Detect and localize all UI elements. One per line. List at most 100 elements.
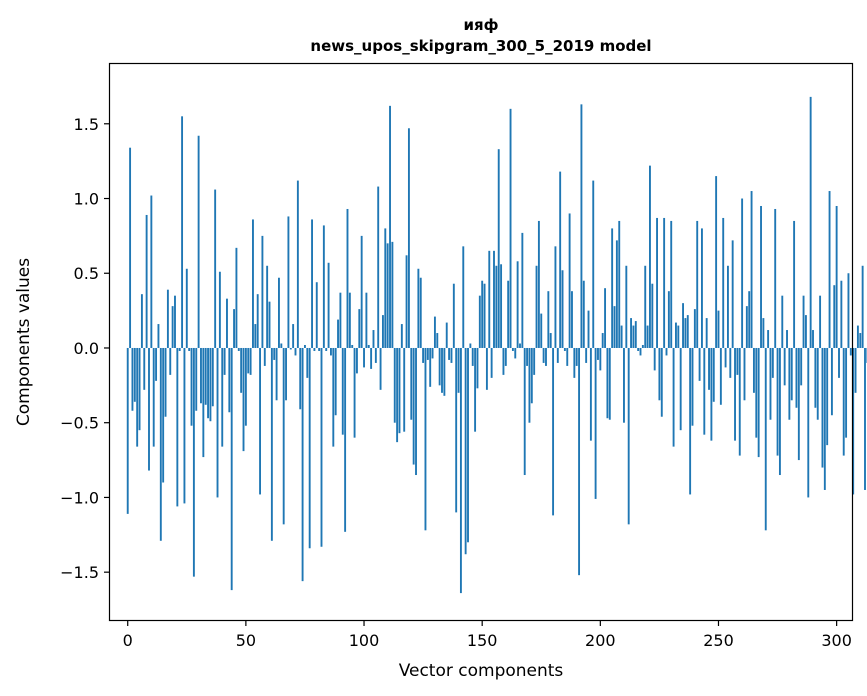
bar-127: [426, 347, 429, 360]
bar-67: [285, 347, 287, 401]
bar-147: [474, 347, 477, 432]
bar-109: [384, 228, 387, 348]
x-tick-label: 300: [821, 631, 852, 650]
bar-274: [774, 208, 777, 348]
bar-59: [266, 265, 269, 348]
bar-28: [192, 347, 195, 577]
bar-302: [840, 280, 843, 348]
bar-258: [736, 347, 739, 375]
bar-204: [608, 347, 611, 420]
bar-44: [230, 347, 233, 591]
bar-70: [292, 324, 295, 348]
bar-6: [140, 294, 143, 348]
bar-220: [646, 325, 649, 348]
bar-234: [679, 347, 682, 431]
x-axis-label: Vector components: [399, 661, 564, 681]
bar-33: [204, 347, 207, 405]
bar-237: [686, 315, 689, 348]
bar-216: [637, 347, 640, 351]
bar-242: [698, 347, 701, 381]
bar-146: [471, 347, 474, 366]
y-tick-label: 1.5: [74, 115, 99, 134]
bar-300: [835, 205, 838, 348]
bar-141: [459, 347, 462, 594]
bar-186: [566, 347, 569, 366]
bar-131: [436, 333, 439, 348]
bar-120: [410, 347, 413, 420]
bar-179: [549, 333, 552, 348]
bar-145: [469, 343, 472, 348]
bar-309: [856, 325, 859, 348]
x-tick-label: 150: [467, 631, 498, 650]
bar-31: [200, 347, 202, 404]
bar-26: [188, 347, 191, 351]
bar-8: [145, 214, 148, 348]
bar-130: [433, 316, 436, 348]
bar-42: [226, 298, 228, 348]
bar-165: [516, 261, 519, 348]
bar-252: [722, 217, 725, 348]
bar-217: [639, 347, 642, 356]
bar-69: [289, 347, 292, 350]
bar-271: [767, 330, 770, 348]
bar-312: [864, 347, 866, 490]
bar-121: [412, 347, 415, 465]
bar-180: [552, 347, 555, 516]
bar-76: [306, 347, 309, 378]
bar-181: [554, 246, 557, 348]
bar-0: [126, 347, 129, 514]
bar-68: [287, 216, 290, 348]
bar-52: [249, 347, 252, 375]
bar-134: [443, 347, 446, 396]
bar-100: [363, 347, 365, 368]
bar-58: [263, 347, 266, 366]
bar-178: [547, 291, 550, 348]
bar-92: [344, 347, 347, 532]
bar-89: [337, 319, 339, 348]
bar-126: [424, 347, 427, 531]
bar-191: [578, 347, 581, 576]
bar-292: [816, 347, 819, 420]
bar-284: [797, 347, 800, 461]
bar-306: [849, 347, 852, 356]
bar-111: [389, 105, 391, 348]
y-axis-label: Components values: [14, 258, 34, 426]
bar-62: [273, 347, 276, 360]
bar-94: [348, 292, 351, 348]
bar-170: [528, 347, 531, 423]
bar-184: [561, 270, 564, 348]
bar-39: [218, 271, 221, 348]
bar-287: [804, 315, 807, 348]
bar-277: [781, 295, 784, 348]
bar-140: [457, 347, 460, 393]
bar-149: [478, 295, 481, 348]
bar-77: [308, 347, 311, 549]
bar-311: [861, 265, 864, 348]
bar-128: [429, 347, 432, 387]
y-tick-label: 1.0: [74, 190, 99, 209]
bar-55: [256, 294, 259, 348]
bar-253: [724, 347, 727, 368]
bar-37: [214, 189, 217, 348]
bar-7: [143, 347, 146, 390]
bar-187: [568, 213, 571, 348]
bar-310: [859, 333, 862, 348]
bar-299: [833, 285, 836, 348]
bar-247: [710, 347, 713, 441]
bar-74: [301, 347, 304, 582]
bar-41: [223, 347, 226, 375]
bar-176: [542, 347, 545, 363]
bar-232: [675, 322, 677, 348]
bar-156: [495, 265, 498, 348]
bar-98: [358, 309, 361, 348]
bar-81: [318, 347, 321, 351]
bar-132: [438, 347, 441, 386]
bar-211: [625, 265, 628, 348]
bar-241: [696, 220, 699, 348]
x-tick-label: 0: [123, 631, 133, 650]
bar-298: [830, 347, 833, 416]
bar-75: [304, 344, 306, 348]
x-tick-label: 250: [703, 631, 734, 650]
bar-66: [282, 347, 285, 525]
bar-23: [181, 116, 184, 348]
